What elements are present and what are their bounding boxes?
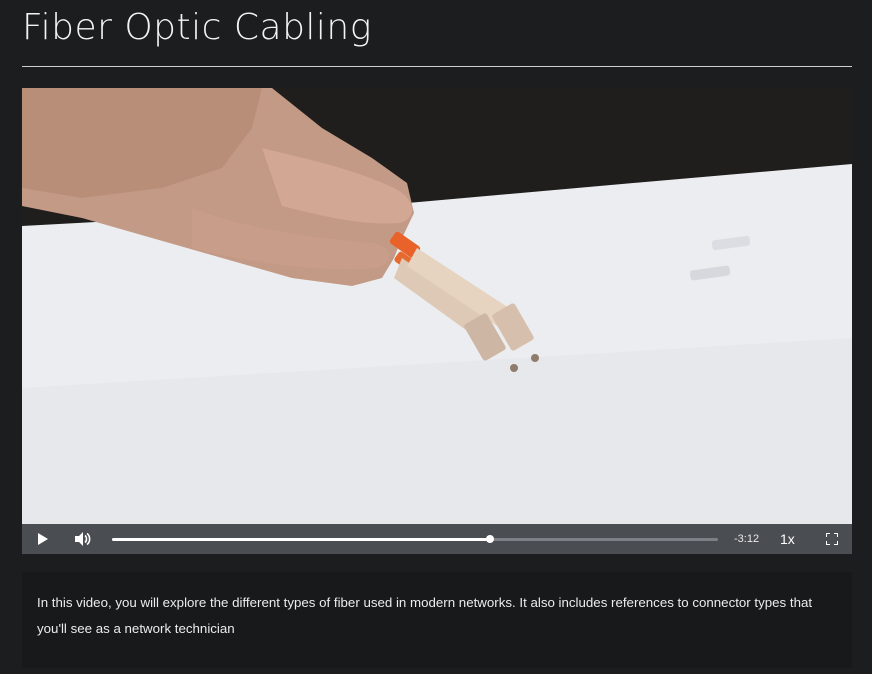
fullscreen-icon [826, 533, 838, 545]
volume-button[interactable] [71, 524, 95, 554]
video-frame-image [22, 88, 852, 554]
time-remaining: -3:12 [734, 533, 760, 545]
video-description: In this video, you will explore the diff… [22, 572, 852, 668]
video-player[interactable]: -3:12 1x [22, 88, 852, 554]
progress-fill [112, 538, 490, 541]
volume-icon [75, 532, 91, 546]
play-icon [38, 533, 48, 545]
playback-speed-button[interactable]: 1x [780, 531, 795, 547]
fullscreen-button[interactable] [822, 524, 842, 554]
progress-handle[interactable] [485, 535, 494, 543]
video-control-bar: -3:12 1x [22, 524, 852, 554]
title-divider [22, 66, 852, 67]
page-title: Fiber Optic Cabling [22, 7, 372, 48]
progress-bar[interactable] [112, 535, 718, 543]
description-text: In this video, you will explore the diff… [37, 595, 813, 636]
play-button[interactable] [32, 524, 54, 554]
